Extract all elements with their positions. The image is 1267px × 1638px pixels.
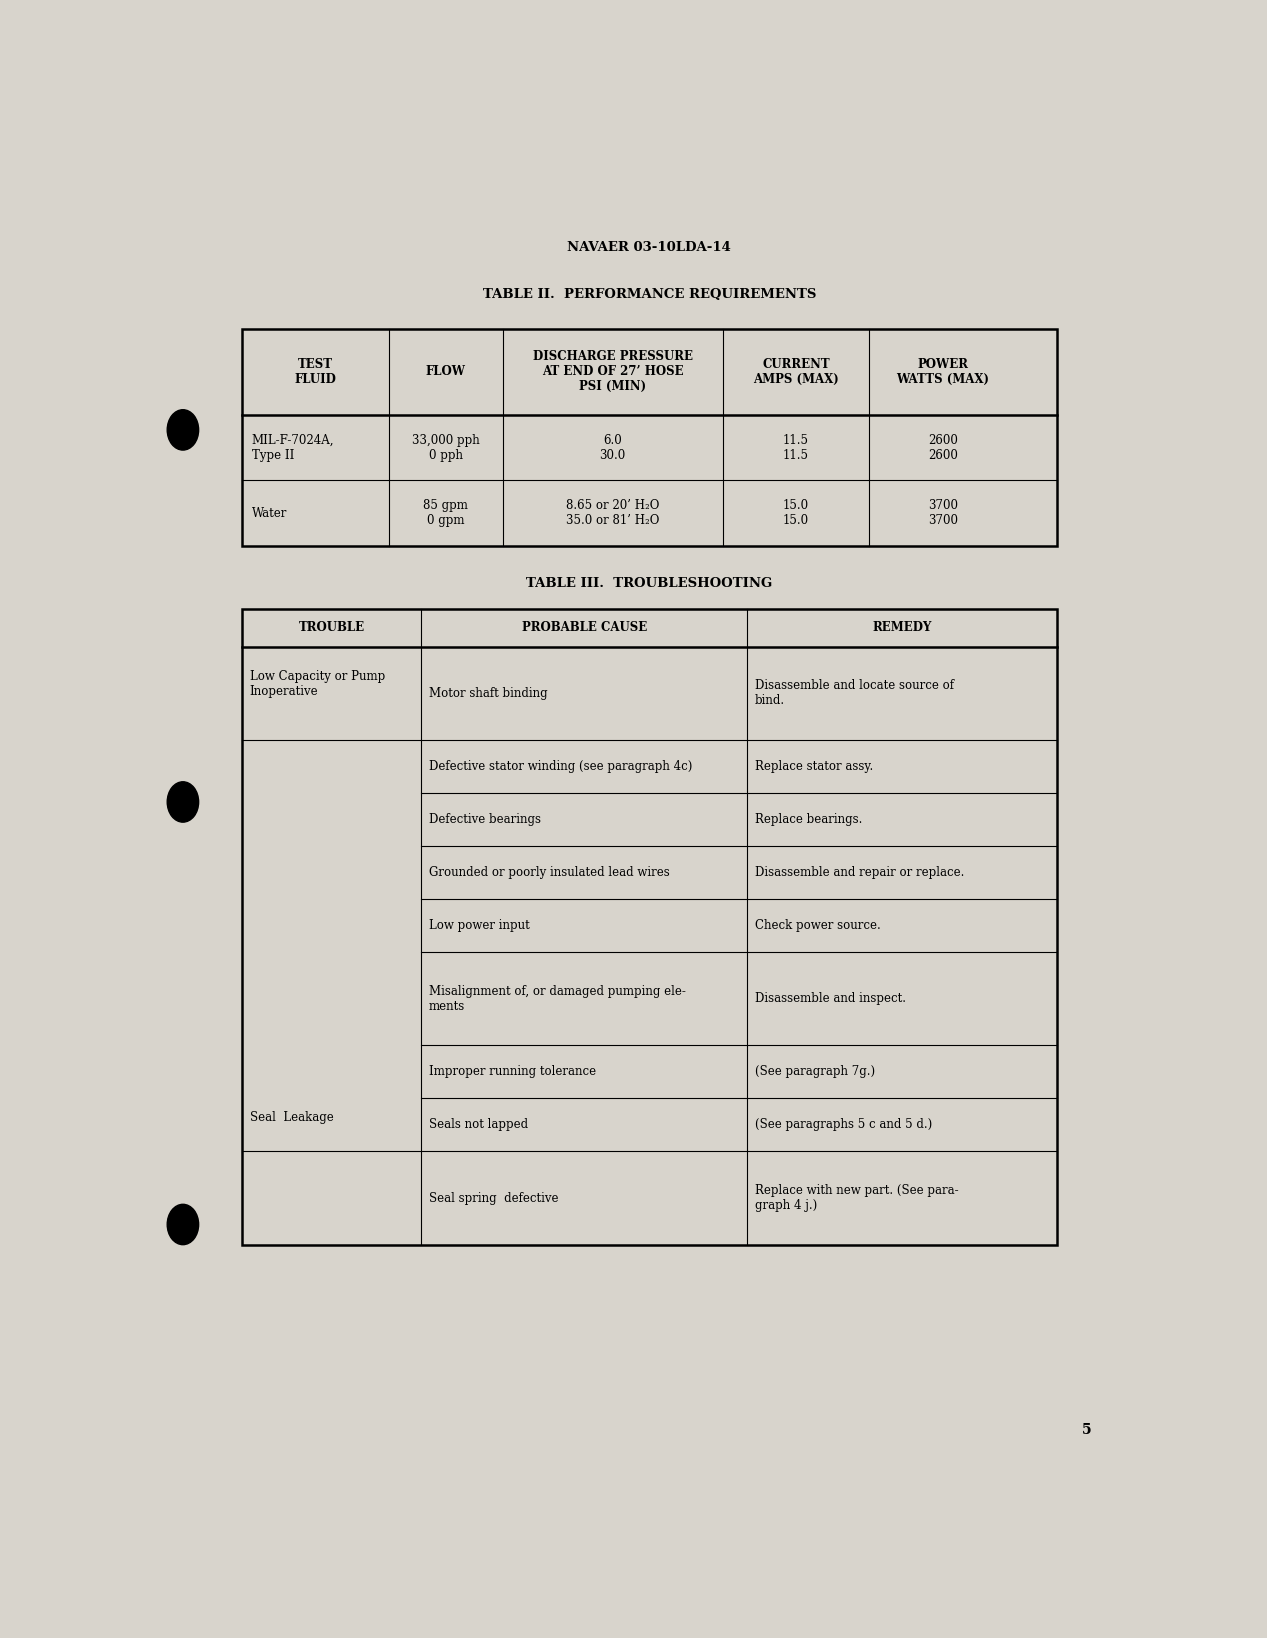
Text: TEST
FLUID: TEST FLUID	[294, 357, 336, 387]
Text: Replace bearings.: Replace bearings.	[755, 812, 863, 826]
Text: (See paragraphs 5 c and 5 d.): (See paragraphs 5 c and 5 d.)	[755, 1119, 933, 1132]
Text: 5: 5	[1082, 1423, 1091, 1437]
Text: 33,000 pph
0 pph: 33,000 pph 0 pph	[412, 434, 479, 462]
Text: Low Capacity or Pump
Inoperative: Low Capacity or Pump Inoperative	[250, 670, 385, 698]
Text: 11.5
11.5: 11.5 11.5	[783, 434, 810, 462]
Text: 8.65 or 20’ H₂O
35.0 or 81’ H₂O: 8.65 or 20’ H₂O 35.0 or 81’ H₂O	[566, 500, 659, 527]
Text: Defective stator winding (see paragraph 4c): Defective stator winding (see paragraph …	[430, 760, 692, 773]
Text: Seal  Leakage: Seal Leakage	[250, 1111, 333, 1124]
Text: 85 gpm
0 gpm: 85 gpm 0 gpm	[423, 500, 468, 527]
Text: TROUBLE: TROUBLE	[299, 621, 365, 634]
Text: Replace with new part. (See para-
graph 4 j.): Replace with new part. (See para- graph …	[755, 1184, 959, 1212]
Text: Improper running tolerance: Improper running tolerance	[430, 1065, 595, 1078]
Text: Water: Water	[252, 506, 288, 519]
Text: CURRENT
AMPS (MAX): CURRENT AMPS (MAX)	[753, 357, 839, 387]
Text: TABLE III.  TROUBLESHOOTING: TABLE III. TROUBLESHOOTING	[526, 577, 773, 590]
Text: NAVAER 03-10LDA-14: NAVAER 03-10LDA-14	[568, 241, 731, 254]
Text: Disassemble and locate source of
bind.: Disassemble and locate source of bind.	[755, 680, 954, 708]
Circle shape	[167, 781, 199, 822]
Text: Replace stator assy.: Replace stator assy.	[755, 760, 873, 773]
Text: Check power source.: Check power source.	[755, 919, 881, 932]
Text: PROBABLE CAUSE: PROBABLE CAUSE	[522, 621, 646, 634]
Text: (See paragraph 7g.): (See paragraph 7g.)	[755, 1065, 875, 1078]
Text: Grounded or poorly insulated lead wires: Grounded or poorly insulated lead wires	[430, 867, 670, 880]
Bar	[242, 329, 1057, 545]
Text: TABLE II.  PERFORMANCE REQUIREMENTS: TABLE II. PERFORMANCE REQUIREMENTS	[483, 288, 816, 301]
Text: 3700
3700: 3700 3700	[927, 500, 958, 527]
Text: POWER
WATTS (MAX): POWER WATTS (MAX)	[896, 357, 990, 387]
Text: Motor shaft binding: Motor shaft binding	[430, 686, 547, 699]
Text: MIL-F-7024A,
Type II: MIL-F-7024A, Type II	[252, 434, 334, 462]
Text: FLOW: FLOW	[426, 365, 465, 378]
Text: Low power input: Low power input	[430, 919, 530, 932]
Text: Misalignment of, or damaged pumping ele-
ments: Misalignment of, or damaged pumping ele-…	[430, 984, 685, 1012]
Text: Disassemble and inspect.: Disassemble and inspect.	[755, 993, 906, 1006]
Circle shape	[167, 410, 199, 450]
Text: DISCHARGE PRESSURE
AT END OF 27’ HOSE
PSI (MIN): DISCHARGE PRESSURE AT END OF 27’ HOSE PS…	[532, 351, 693, 393]
Circle shape	[167, 1204, 199, 1245]
Bar	[242, 609, 1057, 1245]
Text: Defective bearings: Defective bearings	[430, 812, 541, 826]
Text: 15.0
15.0: 15.0 15.0	[783, 500, 810, 527]
Text: 6.0
30.0: 6.0 30.0	[599, 434, 626, 462]
Text: REMEDY: REMEDY	[872, 621, 931, 634]
Text: Disassemble and repair or replace.: Disassemble and repair or replace.	[755, 867, 964, 880]
Text: Seals not lapped: Seals not lapped	[430, 1119, 528, 1132]
Text: Seal spring  defective: Seal spring defective	[430, 1191, 559, 1204]
Text: 2600
2600: 2600 2600	[927, 434, 958, 462]
